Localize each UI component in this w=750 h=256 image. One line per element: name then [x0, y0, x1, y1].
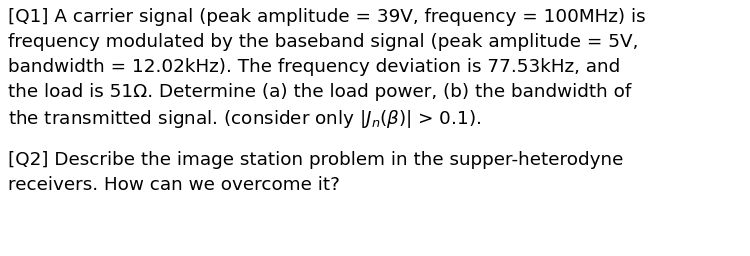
Text: [Q1] A carrier signal (peak amplitude = 39V, frequency = 100MHz) is: [Q1] A carrier signal (peak amplitude = …: [8, 8, 646, 26]
Text: frequency modulated by the baseband signal (peak amplitude = 5V,: frequency modulated by the baseband sign…: [8, 33, 638, 51]
Text: the load is 51Ω. Determine (a) the load power, (b) the bandwidth of: the load is 51Ω. Determine (a) the load …: [8, 83, 632, 101]
Text: receivers. How can we overcome it?: receivers. How can we overcome it?: [8, 176, 340, 194]
Text: bandwidth = 12.02kHz). The frequency deviation is 77.53kHz, and: bandwidth = 12.02kHz). The frequency dev…: [8, 58, 620, 76]
Text: [Q2] Describe the image station problem in the supper-heterodyne: [Q2] Describe the image station problem …: [8, 151, 623, 169]
Text: the transmitted signal. (consider only |$J_n(\beta)$| > 0.1).: the transmitted signal. (consider only |…: [8, 108, 482, 130]
